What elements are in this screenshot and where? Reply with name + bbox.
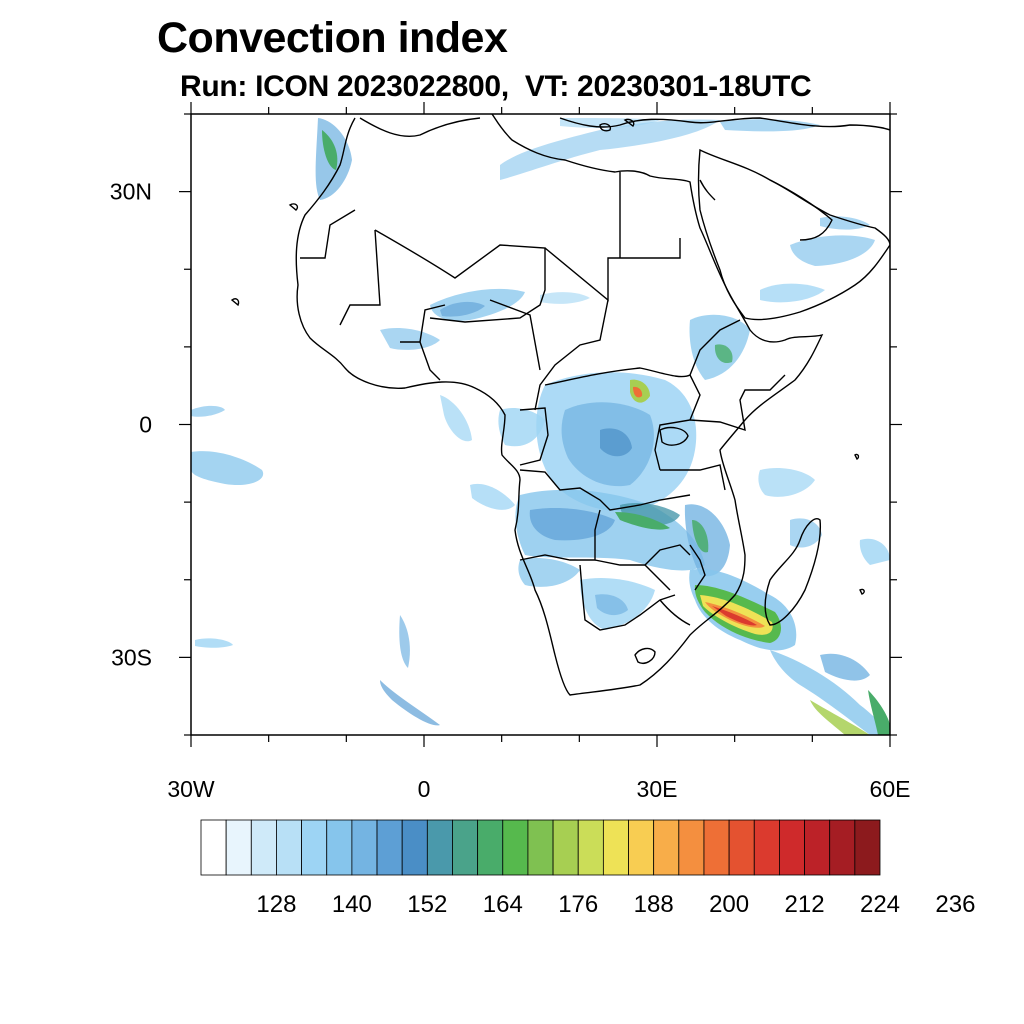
colorbar-label: 212: [785, 891, 825, 918]
colorbar-swatch: [653, 819, 680, 876]
colorbar-label: 188: [634, 891, 674, 918]
convection-field: [191, 118, 890, 735]
colorbar-label: 200: [709, 891, 749, 918]
colorbar-swatch: [351, 819, 378, 876]
colorbar-label: 128: [256, 891, 296, 918]
colorbar-swatch: [401, 819, 428, 876]
lon-tick-label: 30W: [167, 776, 215, 802]
colorbar-swatch: [728, 819, 755, 876]
lat-tick-label: 30S: [111, 644, 152, 670]
lat-tick-label: 30N: [110, 179, 152, 205]
colorbar-label: 152: [407, 891, 447, 918]
colorbar-swatch: [628, 819, 655, 876]
colorbar-swatch: [250, 819, 277, 876]
lon-tick-label: 60E: [870, 776, 911, 802]
colorbar-label: 236: [935, 891, 975, 918]
colorbar-label: 140: [332, 891, 372, 918]
colorbar-swatch: [502, 819, 529, 876]
colorbar-swatch: [804, 819, 831, 876]
colorbar-swatch: [577, 819, 604, 876]
colorbar-swatch: [225, 819, 252, 876]
colorbar-swatch: [276, 819, 302, 876]
colorbar-label: 176: [558, 891, 598, 918]
colorbar-label: 224: [860, 891, 900, 918]
colorbar-label: 164: [483, 891, 523, 918]
lat-tick-label: 0: [139, 412, 152, 438]
lon-tick-label: 30E: [637, 776, 678, 802]
map-title: Convection index: [157, 14, 508, 62]
colorbar-swatch: [200, 819, 227, 876]
colorbar-swatch: [552, 819, 579, 876]
lon-tick-label: 0: [418, 776, 431, 802]
map-axes: 30W 0 30E 60E 30N 0 30S: [110, 102, 911, 802]
colorbar-swatch: [426, 819, 453, 876]
map-subtitle: Run: ICON 2023022800, VT: 20230301-18UTC: [180, 70, 812, 103]
colorbar-swatch: [703, 819, 730, 876]
colorbar-swatch: [854, 819, 881, 876]
colorbar: 128 140 152 164 176 188 200 212 224 236: [200, 819, 975, 918]
colorbar-swatch: [779, 819, 805, 876]
colorbar-swatch: [527, 819, 554, 876]
coastlines: [230, 114, 890, 696]
colorbar-swatch: [376, 819, 403, 876]
colorbar-swatch: [477, 819, 504, 876]
colorbar-swatch: [301, 819, 328, 876]
colorbar-swatch: [678, 819, 705, 876]
colorbar-swatch: [326, 819, 353, 876]
colorbar-swatch: [452, 819, 479, 876]
colorbar-swatch: [753, 819, 780, 876]
colorbar-swatch: [602, 819, 629, 876]
colorbar-swatch: [829, 819, 856, 876]
